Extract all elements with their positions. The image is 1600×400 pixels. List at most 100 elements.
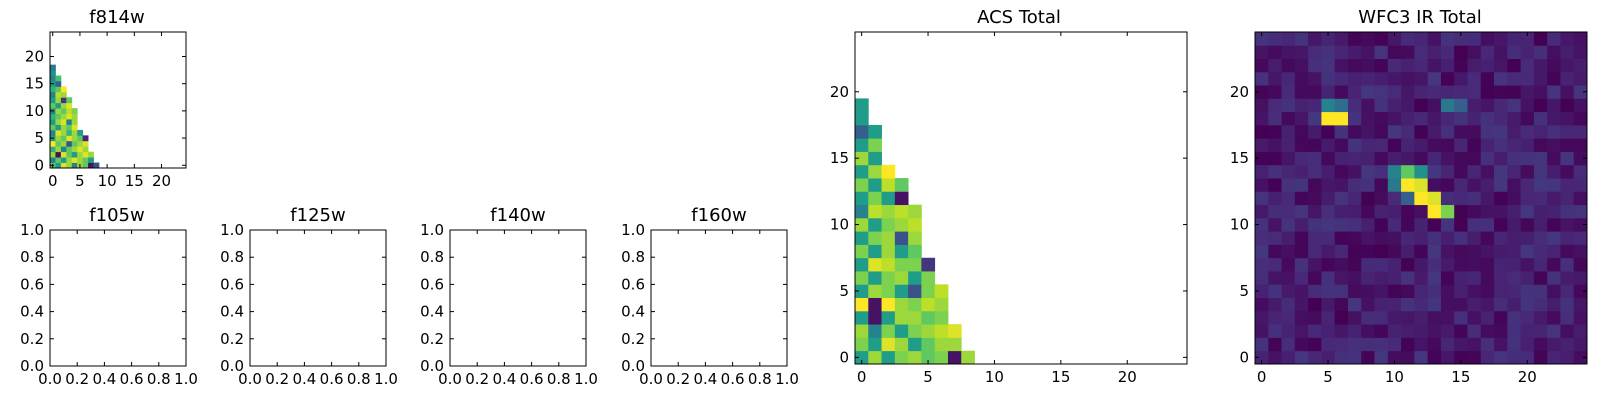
heatmap-cell [1427,350,1442,365]
heatmap-cell [1454,231,1468,245]
heatmap-cell [1507,45,1521,59]
heatmap-cell [1454,138,1468,152]
heatmap-cell [1387,164,1402,179]
heatmap-cell [1507,350,1521,365]
heatmap-cell [1268,244,1282,259]
heatmap-cell [1361,310,1375,325]
heatmap-cell [855,231,869,245]
heatmap-cell [1308,324,1322,338]
heatmap-cell [1255,151,1269,166]
heatmap-cell [1401,271,1415,285]
heatmap-cell [1308,45,1322,59]
y-tick-label: 0.4 [621,303,645,321]
heatmap-cell [1361,85,1375,99]
heatmap-cell [1347,151,1362,166]
heatmap-cell [1533,85,1548,99]
heatmap-cell [1321,58,1336,73]
heatmap-cell [1268,71,1282,86]
heatmap-cell [1533,284,1548,298]
heatmap-cell [1321,310,1336,325]
y-tick-label: 1.0 [220,221,244,239]
x-tick-label: 0.0 [639,370,663,388]
heatmap-cell [1427,191,1442,206]
heatmap-cell [855,310,869,325]
heatmap-cell [1281,310,1296,325]
heatmap-cell [1494,151,1508,166]
heatmap-cell [1321,350,1336,365]
heatmap-cell [1480,204,1495,219]
heatmap-cell [1480,191,1495,206]
panel-title: f125w [290,205,345,226]
heatmap-cell [881,297,896,312]
heatmap-cell [55,140,62,147]
heatmap-cell [868,204,882,219]
heatmap-cell [1440,138,1455,152]
heatmap-cell [1414,164,1429,179]
heatmap-cell [1255,217,1269,232]
heatmap-cell [1255,138,1269,152]
heatmap-cell [1387,124,1402,139]
heatmap-cell [1281,138,1296,152]
heatmap-cell [1414,257,1429,272]
heatmap-cell [1374,178,1389,192]
heatmap-cell [1321,32,1336,46]
heatmap-cell [1255,191,1269,206]
heatmap-cell [1334,271,1349,285]
heatmap-cell [1480,111,1495,126]
heatmap-cell [1454,32,1468,46]
heatmap-cell [1454,151,1468,166]
heatmap-cell [50,140,56,147]
heatmap-cell [1560,257,1575,272]
heatmap-cell [1480,231,1495,245]
heatmap-cell [1533,297,1548,312]
heatmap-cell [868,231,882,245]
heatmap-cell [1268,138,1282,152]
x-tick-label: 0.4 [292,370,316,388]
heatmap-cell [1560,284,1575,298]
heatmap-cell [1347,58,1362,73]
heatmap-cell [1268,297,1282,312]
heatmap-cell [1401,257,1415,272]
heatmap-cell [1467,71,1482,86]
heatmap-cell [1321,297,1336,312]
heatmap-cell [1334,32,1349,46]
heatmap-cell [1547,151,1561,166]
heatmap-cell [1387,324,1402,338]
heatmap-cell [1387,257,1402,272]
heatmap-cell [1507,124,1521,139]
heatmap-cell [1520,45,1535,59]
heatmap-cell [1414,138,1429,152]
heatmap-cell [55,124,62,131]
heatmap-cell [1387,32,1402,46]
heatmap-cell [1467,58,1482,73]
heatmap-cell [1573,324,1588,338]
heatmap-cell [1494,310,1508,325]
heatmap-cell [1454,350,1468,365]
heatmap-cell [1414,111,1429,126]
heatmap-cell [1440,204,1455,219]
heatmap-cell [50,119,56,125]
heatmap-cell [1440,32,1455,46]
heatmap-cell [1347,350,1362,365]
heatmap-cell [1255,178,1269,192]
heatmap-cell [71,124,78,131]
y-tick-label: 0.0 [220,357,244,375]
heatmap-cell [1255,45,1269,59]
heatmap-cell [1294,191,1309,206]
heatmap-cell [1533,178,1548,192]
heatmap-cell [1547,58,1561,73]
heatmap-cell [1414,310,1429,325]
panel-title: f105w [89,205,144,226]
heatmap-cell [1294,151,1309,166]
heatmap-cell [66,140,73,147]
heatmap-cell [1427,337,1442,352]
heatmap-cell [1347,98,1362,113]
heatmap-cell [1308,310,1322,325]
heatmap-cell [1547,297,1561,312]
heatmap-cell [1467,98,1482,113]
heatmap-cell [1440,217,1455,232]
x-tick-label: 0 [1257,368,1267,386]
heatmap-cell [894,244,909,259]
y-tick-label: 15 [1230,149,1249,167]
heatmap-cell [1427,138,1442,152]
